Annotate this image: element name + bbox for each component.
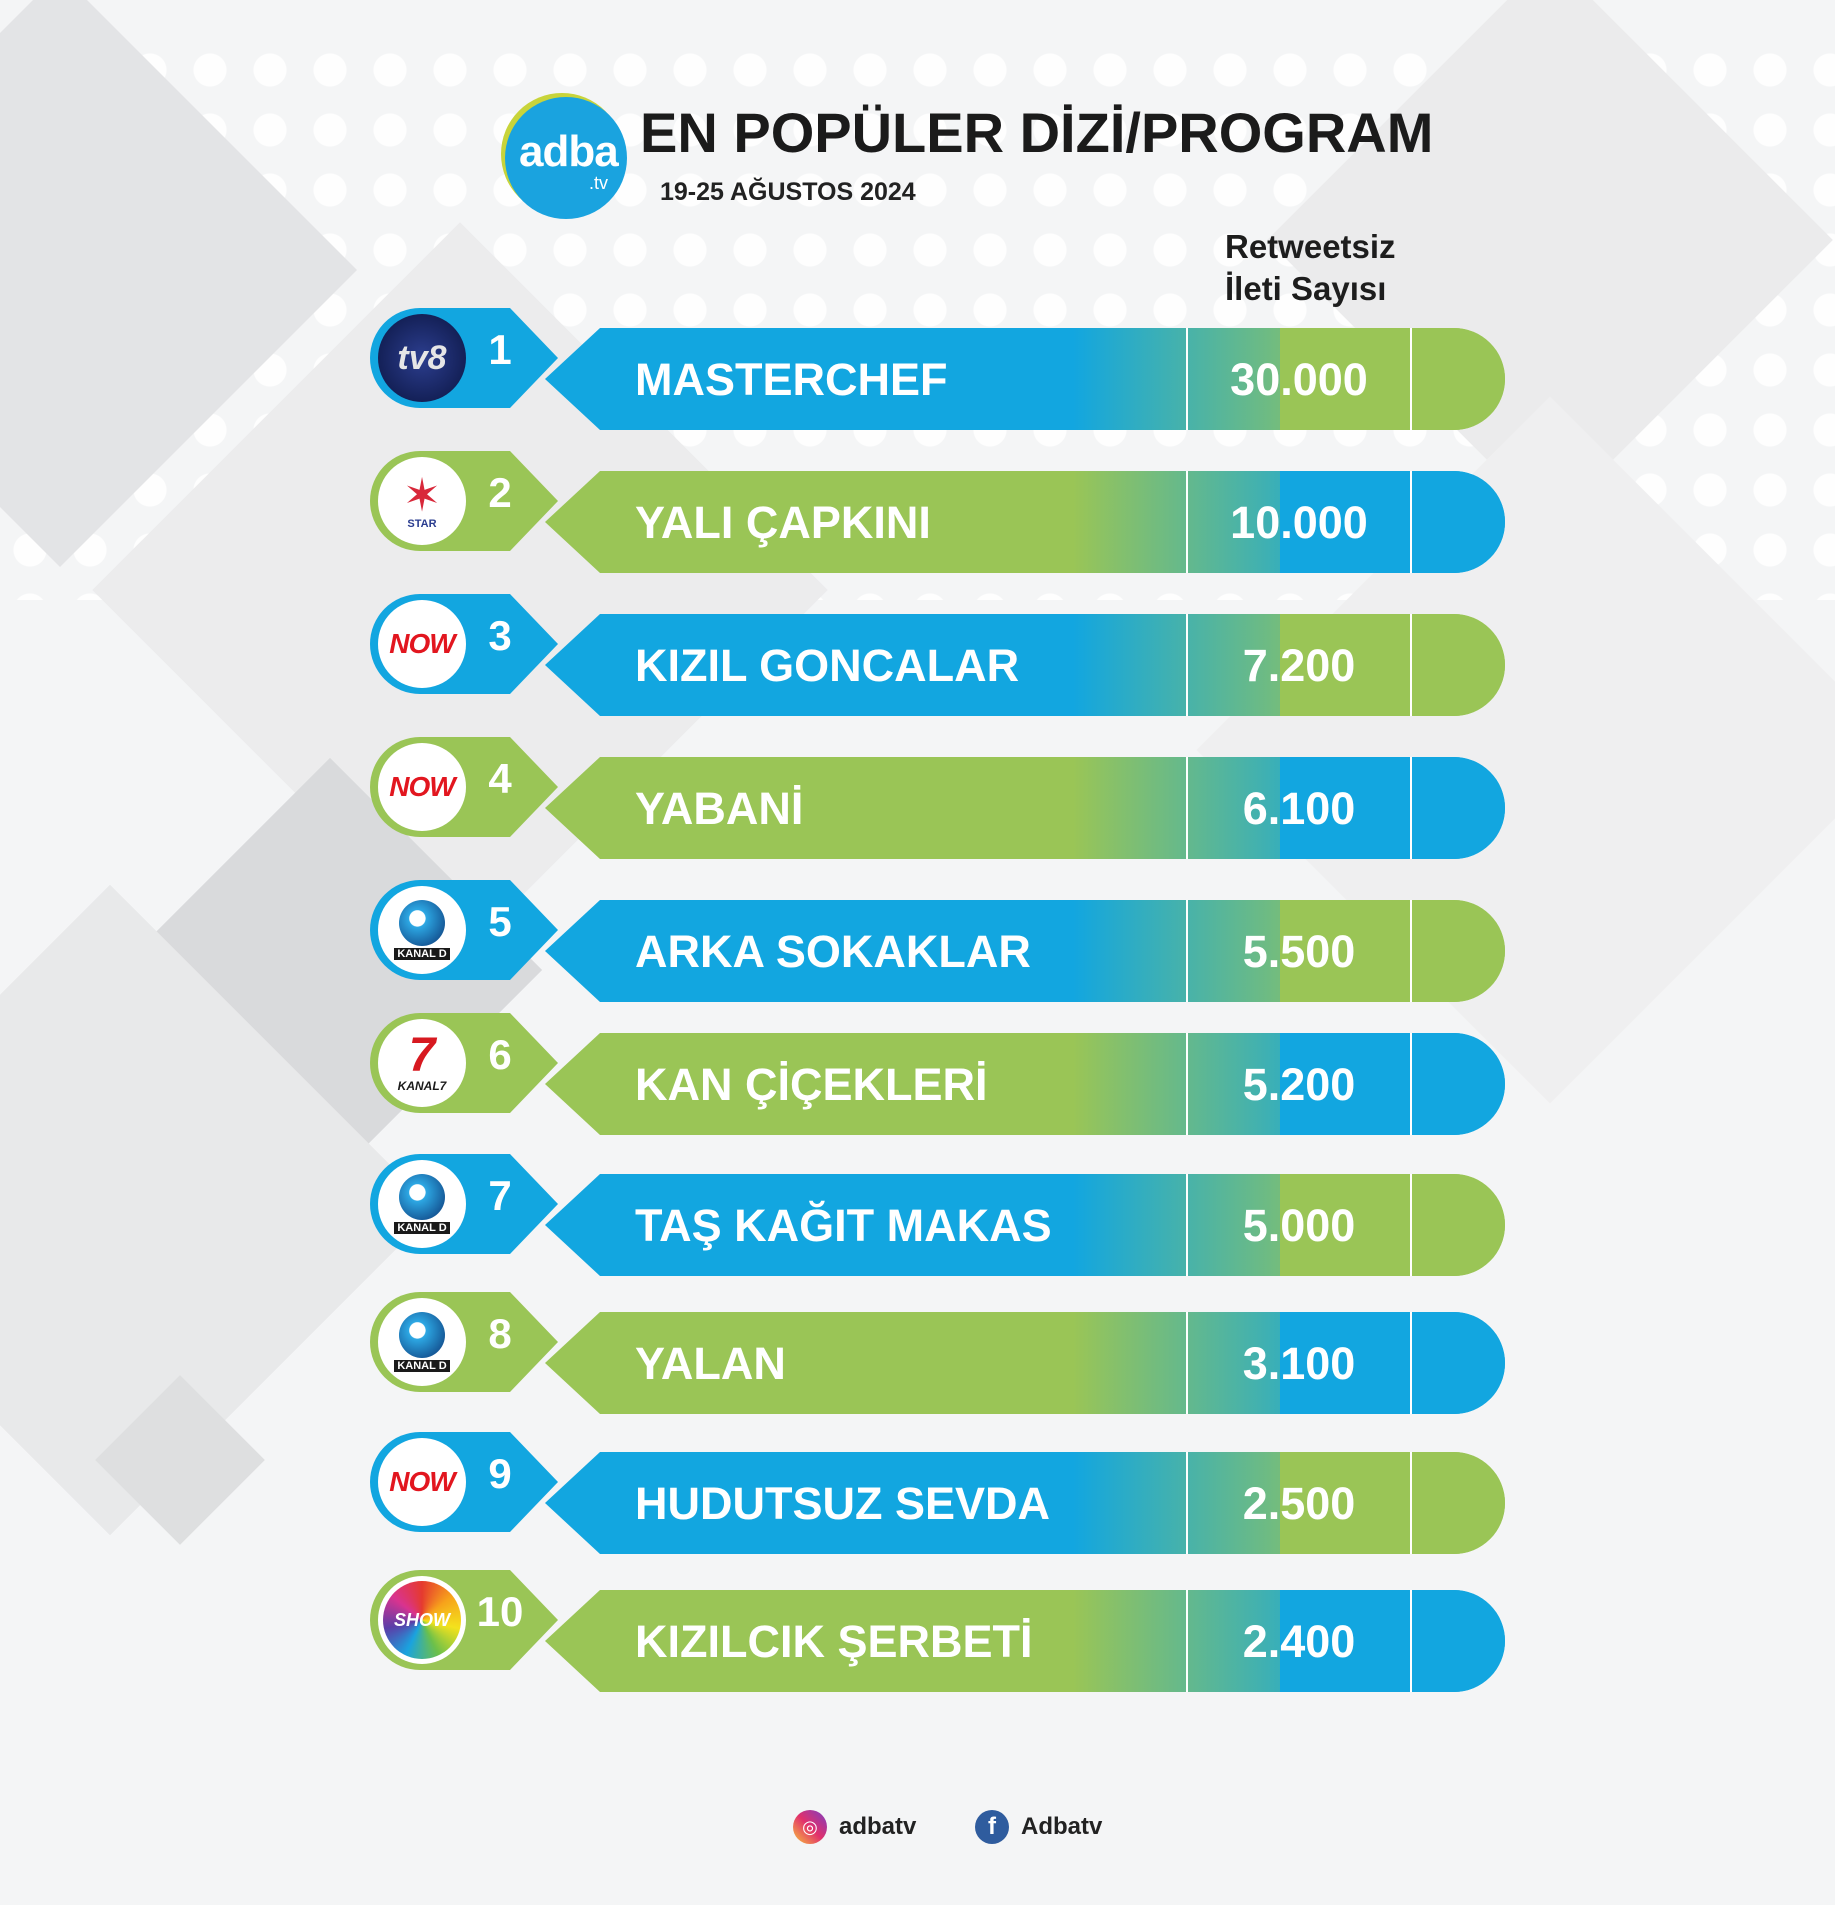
rank-number: 2: [488, 469, 512, 516]
ranking-row: KIZILCIK ŞERBETİ 2.400 SHOW 10: [370, 1570, 1505, 1692]
program-name: KIZIL GONCALAR: [635, 640, 1020, 691]
ranking-row: YALI ÇAPKINI 10.000 ✶ STAR 2: [370, 451, 1505, 573]
rank-number: 1: [488, 326, 512, 373]
program-bar: ARKA SOKAKLAR 5.500: [545, 900, 1505, 1002]
rank-number: 4: [488, 755, 512, 802]
post-count: 3.100: [1242, 1338, 1356, 1389]
program-bar: KIZILCIK ŞERBETİ 2.400: [545, 1590, 1505, 1692]
program-bar: YABANİ 6.100: [545, 757, 1505, 859]
rank-badge: NOW 9: [370, 1432, 558, 1532]
kanal-d-logo: KANAL D: [378, 1298, 466, 1386]
program-bar: MASTERCHEF 30.000: [545, 328, 1505, 430]
post-count: 7.200: [1242, 640, 1356, 691]
post-count: 2.500: [1242, 1478, 1356, 1529]
rank-badge: SHOW 10: [370, 1570, 558, 1670]
program-name: YALI ÇAPKINI: [635, 497, 931, 548]
page-title: EN POPÜLER DİZİ/PROGRAM: [640, 101, 1434, 164]
tv8-logo: tv8: [378, 314, 466, 402]
program-name: MASTERCHEF: [635, 354, 948, 405]
post-count: 5.500: [1242, 926, 1356, 977]
kanal-7-logo: 7 KANAL7: [378, 1019, 466, 1107]
program-name: YALAN: [635, 1338, 786, 1389]
program-name: KIZILCIK ŞERBETİ: [635, 1616, 1033, 1667]
rank-number: 3: [488, 612, 512, 659]
rank-number: 7: [488, 1172, 512, 1219]
program-name: ARKA SOKAKLAR: [635, 926, 1031, 977]
ranking-row: HUDUTSUZ SEVDA 2.500 NOW 9: [370, 1432, 1505, 1554]
rank-number: 8: [488, 1310, 512, 1357]
show-tv-logo: SHOW: [378, 1576, 466, 1664]
program-name: YABANİ: [635, 783, 804, 834]
rank-badge: NOW 3: [370, 594, 558, 694]
rank-badge: KANAL D 5: [370, 880, 558, 980]
program-name: HUDUTSUZ SEVDA: [635, 1478, 1051, 1529]
facebook-handle[interactable]: f Adbatv: [975, 1810, 1102, 1844]
kanal-d-logo: KANAL D: [378, 886, 466, 974]
star-tv-logo: ✶ STAR: [378, 457, 466, 545]
post-count: 6.100: [1242, 783, 1356, 834]
program-bar: HUDUTSUZ SEVDA 2.500: [545, 1452, 1505, 1554]
facebook-icon: f: [975, 1810, 1009, 1844]
post-count: 30.000: [1230, 354, 1368, 405]
program-bar: TAŞ KAĞIT MAKAS 5.000: [545, 1174, 1505, 1276]
post-count: 5.200: [1242, 1059, 1356, 1110]
instagram-handle[interactable]: ◎ adbatv: [793, 1810, 916, 1844]
post-count: 5.000: [1242, 1200, 1356, 1251]
program-name: TAŞ KAĞIT MAKAS: [635, 1200, 1052, 1251]
column-header: Retweetsiz İleti Sayısı: [1225, 228, 1396, 307]
adba-logo: adba .tv: [505, 97, 627, 219]
rank-badge: ✶ STAR 2: [370, 451, 558, 551]
rank-number: 5: [488, 898, 512, 945]
rank-number: 6: [488, 1031, 512, 1078]
date-range: 19-25 AĞUSTOS 2024: [660, 178, 916, 206]
rank-badge: KANAL D 7: [370, 1154, 558, 1254]
rank-badge: NOW 4: [370, 737, 558, 837]
now-logo: NOW: [378, 1438, 466, 1526]
ranking-row: YABANİ 6.100 NOW 4: [370, 737, 1505, 859]
kanal-d-logo: KANAL D: [378, 1160, 466, 1248]
ranking-row: KAN ÇİÇEKLERİ 5.200 7 KANAL7 6: [370, 1013, 1505, 1135]
rank-badge: tv8 1: [370, 308, 558, 408]
program-bar: YALAN 3.100: [545, 1312, 1505, 1414]
ranking-row: ARKA SOKAKLAR 5.500 KANAL D 5: [370, 880, 1505, 1002]
ranking-row: TAŞ KAĞIT MAKAS 5.000 KANAL D 7: [370, 1154, 1505, 1276]
now-logo: NOW: [378, 600, 466, 688]
program-bar: YALI ÇAPKINI 10.000: [545, 471, 1505, 573]
now-logo: NOW: [378, 743, 466, 831]
ranking-row: KIZIL GONCALAR 7.200 NOW 3: [370, 594, 1505, 716]
rank-badge: 7 KANAL7 6: [370, 1013, 558, 1113]
program-bar: KAN ÇİÇEKLERİ 5.200: [545, 1033, 1505, 1135]
program-bar: KIZIL GONCALAR 7.200: [545, 614, 1505, 716]
program-name: KAN ÇİÇEKLERİ: [635, 1059, 988, 1110]
instagram-icon: ◎: [793, 1810, 827, 1844]
post-count: 2.400: [1242, 1616, 1356, 1667]
ranking-row: YALAN 3.100 KANAL D 8: [370, 1292, 1505, 1414]
rank-badge: KANAL D 8: [370, 1292, 558, 1392]
rank-number: 9: [488, 1450, 512, 1497]
rank-number: 10: [476, 1588, 524, 1635]
post-count: 10.000: [1230, 497, 1368, 548]
ranking-row: MASTERCHEF 30.000 tv8 1: [370, 308, 1505, 430]
